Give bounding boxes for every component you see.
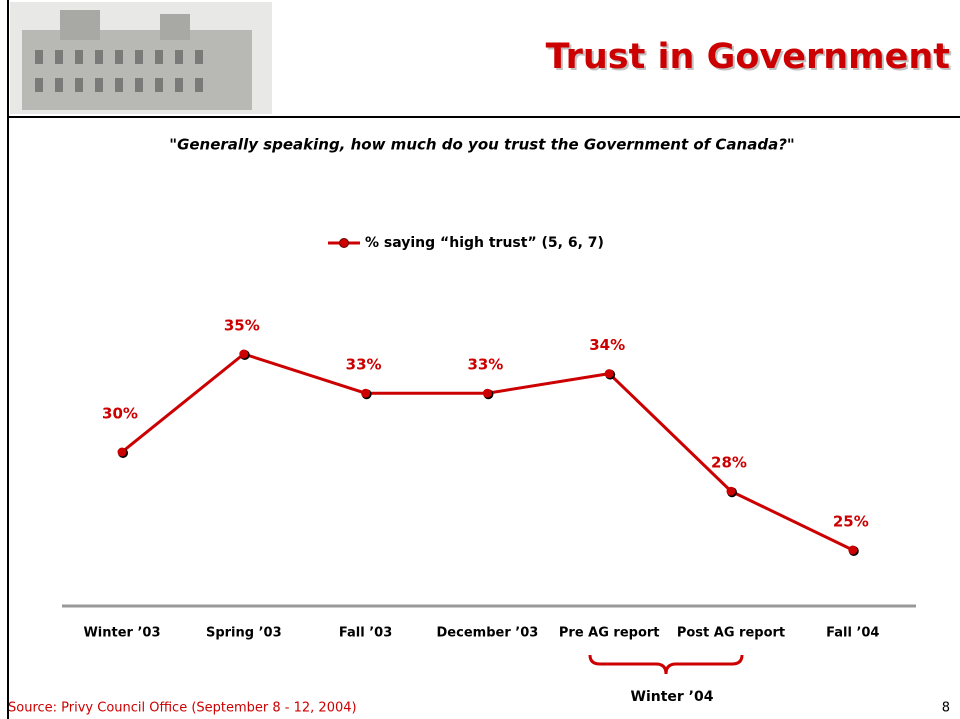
data-point	[239, 349, 249, 359]
value-label: 33%	[467, 356, 503, 374]
x-tick-label: Spring ’03	[206, 626, 282, 641]
annotation: Winter ’04	[631, 689, 714, 705]
legend-marker	[339, 238, 349, 248]
x-tick-label: Winter ’03	[83, 626, 160, 641]
x-tick-label: December ’03	[437, 626, 539, 641]
x-tick-label: Post AG report	[677, 626, 785, 641]
x-tick-label: Fall ’03	[339, 626, 392, 641]
data-point	[482, 388, 492, 398]
value-label: 33%	[346, 356, 382, 374]
source: Source: Privy Council Office (September …	[8, 701, 357, 716]
page-number: 8	[942, 701, 950, 716]
title-shadow: Trust in Government	[548, 39, 952, 79]
data-point	[726, 486, 736, 496]
data-point	[117, 447, 127, 457]
subtitle: "Generally speaking, how much do you tru…	[169, 136, 794, 154]
data-point	[848, 545, 858, 555]
x-tick-label: Fall ’04	[826, 626, 879, 641]
title: Trust in Government	[546, 37, 950, 77]
value-label: 28%	[711, 454, 747, 472]
data-point	[604, 369, 614, 379]
value-label: 35%	[224, 317, 260, 335]
header-photo	[10, 2, 272, 114]
value-label: 30%	[102, 405, 138, 423]
legend-label: % saying “high trust” (5, 6, 7)	[365, 235, 604, 251]
data-point	[361, 388, 371, 398]
brace	[588, 654, 744, 675]
value-label: 34%	[589, 336, 625, 354]
x-tick-label: Pre AG report	[559, 626, 660, 641]
value-label: 25%	[833, 513, 869, 531]
